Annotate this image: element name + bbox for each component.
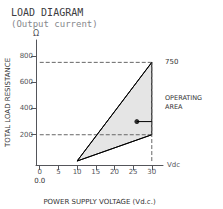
svg-text:Ω: Ω: [33, 29, 39, 38]
svg-text:30: 30: [147, 168, 156, 176]
svg-text:600: 600: [20, 78, 33, 86]
svg-text:15: 15: [91, 168, 100, 176]
svg-text:OPERATING: OPERATING: [165, 94, 202, 102]
svg-text:LOAD DIAGRAM: LOAD DIAGRAM: [11, 7, 83, 18]
svg-text:5: 5: [56, 168, 60, 176]
svg-text:Vdc: Vdc: [167, 161, 180, 169]
svg-text:400: 400: [20, 104, 33, 112]
svg-text:750: 750: [165, 58, 178, 66]
svg-text:10: 10: [73, 168, 82, 176]
svg-text:AREA: AREA: [165, 103, 183, 111]
svg-text:800: 800: [20, 52, 33, 60]
svg-text:TOTAL LOAD RESISTANCE: TOTAL LOAD RESISTANCE: [4, 58, 12, 148]
svg-text:200: 200: [20, 131, 33, 139]
svg-text:0.0: 0.0: [34, 177, 45, 185]
svg-text:POWER SUPPLY VOLTAGE (Vd.c.): POWER SUPPLY VOLTAGE (Vd.c.): [43, 198, 155, 206]
svg-text:20: 20: [110, 168, 119, 176]
svg-text:0: 0: [38, 168, 42, 176]
svg-text:(Output current): (Output current): [11, 19, 98, 29]
svg-text:25: 25: [129, 168, 138, 176]
